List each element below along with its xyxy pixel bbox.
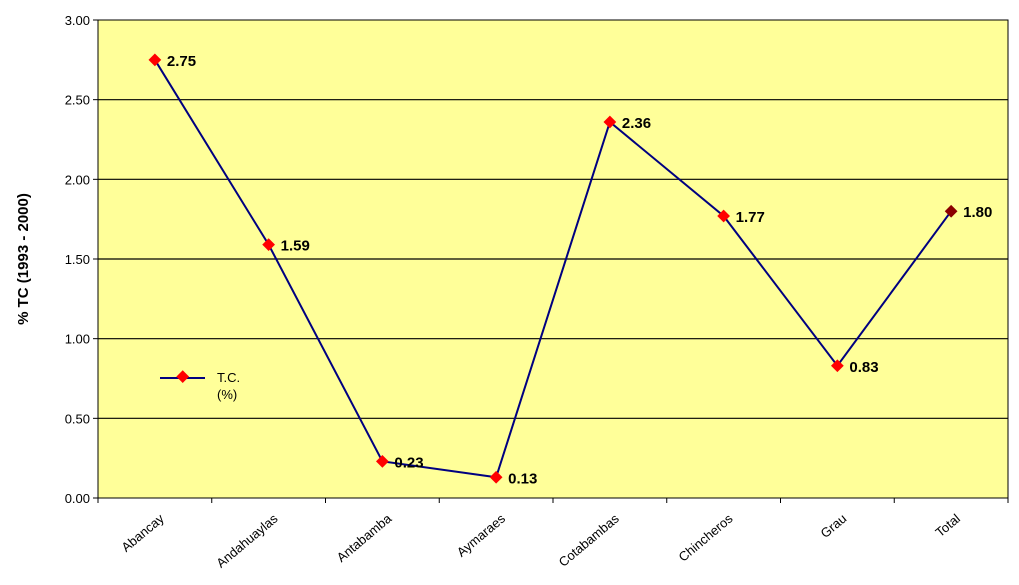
x-tick-label: Abancay — [118, 510, 167, 554]
data-point — [262, 238, 275, 252]
data-label: 1.77 — [736, 209, 765, 226]
data-point — [376, 454, 389, 468]
data-label: 1.59 — [281, 238, 310, 255]
legend: T.C. (%) — [160, 370, 240, 402]
x-tick-label: Total — [932, 511, 963, 540]
y-axis-label: % TC (1993 - 2000) — [15, 193, 32, 325]
x-tick-label: Grau — [818, 511, 850, 541]
data-point — [489, 470, 503, 484]
data-label: 1.80 — [963, 204, 992, 221]
x-tick-label: Chincheros — [676, 510, 736, 564]
y-tick-label: 0.50 — [65, 411, 90, 426]
series-line-path — [154, 59, 952, 479]
x-tick-label: Andahuaylas — [213, 510, 281, 570]
y-tick-label: 0.00 — [65, 491, 90, 506]
data-label: 2.75 — [167, 53, 196, 70]
data-point — [148, 53, 162, 67]
legend-label-line2: (%) — [217, 387, 237, 402]
legend-label-line1: T.C. — [217, 370, 240, 385]
x-tick-label: Antabamba — [334, 510, 395, 565]
y-tick-label: 2.50 — [65, 93, 90, 108]
data-label: 0.13 — [508, 470, 537, 487]
legend-marker — [176, 370, 190, 383]
x-tick-label: Aymaraes — [454, 510, 509, 559]
x-tick-label: Cotabambas — [556, 510, 622, 569]
data-label: 0.83 — [849, 359, 878, 376]
data-label: 0.23 — [394, 454, 423, 471]
y-tick-label: 3.00 — [65, 13, 90, 28]
x-axis-ticks: Abancay Andahuaylas Antabamba Aymaraes Cotab… — [97, 498, 1009, 571]
data-label: 2.36 — [622, 115, 651, 132]
y-tick-label: 1.00 — [65, 332, 90, 347]
y-tick-label: 2.00 — [65, 172, 90, 187]
y-tick-label: 1.50 — [65, 252, 90, 267]
y-axis-ticks: 0.00 0.50 1.00 1.50 2.00 2.50 3.00 — [65, 13, 98, 506]
